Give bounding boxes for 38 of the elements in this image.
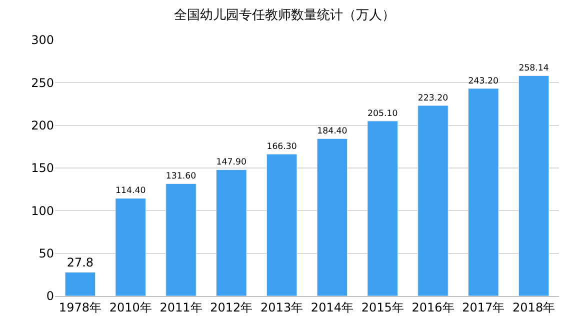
data-label: 131.60 (166, 172, 196, 182)
chart-title: 全国幼儿园专任教师数量统计（万人） (174, 8, 395, 23)
y-tick-label: 150 (31, 161, 54, 176)
data-label: 166.30 (266, 142, 297, 152)
y-tick-label: 200 (31, 118, 54, 133)
data-label: 147.90 (216, 158, 246, 168)
data-label: 27.8 (66, 255, 94, 270)
x-tick-label: 2018年 (512, 300, 556, 314)
y-tick-label: 300 (31, 33, 54, 48)
x-tick-label: 2013年 (260, 300, 304, 314)
data-label: 205.10 (368, 108, 398, 119)
data-label: 223.20 (418, 93, 448, 104)
y-tick-label: 0 (46, 289, 54, 304)
x-tick-label: 2016年 (412, 300, 454, 314)
bar (115, 198, 146, 296)
x-tick-label: 2015年 (361, 300, 404, 314)
bar (418, 105, 448, 296)
bar (166, 183, 196, 296)
data-label: 184.40 (317, 126, 348, 136)
bar (468, 88, 499, 296)
x-tick-label: 2011年 (160, 300, 202, 314)
bar (518, 75, 550, 296)
x-tick-label: 2012年 (210, 300, 253, 314)
data-label: 114.40 (116, 186, 146, 196)
y-tick-label: 250 (31, 76, 54, 90)
x-tick-label: 2017年 (462, 300, 505, 314)
bar (266, 154, 298, 296)
bar (64, 272, 96, 296)
bar (367, 120, 398, 296)
data-label: 243.20 (468, 76, 498, 86)
bar (316, 138, 348, 296)
y-tick-label: 50 (38, 246, 54, 261)
y-tick-label: 100 (31, 204, 54, 218)
data-label: 258.14 (518, 64, 549, 74)
x-tick-label: 2010年 (109, 300, 152, 314)
bar (216, 170, 247, 296)
x-tick-label: 2014年 (310, 300, 354, 314)
x-tick-label: 1978年 (58, 300, 102, 314)
